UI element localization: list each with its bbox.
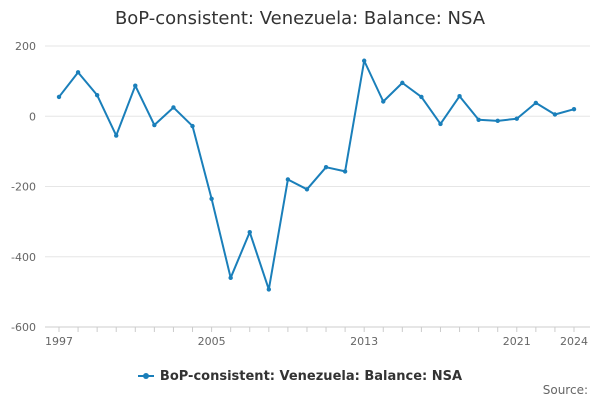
legend-label: BoP-consistent: Venezuela: Balance: NSA — [159, 368, 463, 384]
data-point[interactable] — [114, 133, 119, 138]
x-tick-label: 2005 — [198, 335, 226, 348]
data-point[interactable] — [342, 169, 348, 174]
data-point[interactable] — [533, 100, 539, 106]
grid-lines — [45, 45, 590, 328]
data-point[interactable] — [228, 275, 233, 281]
data-point[interactable] — [56, 94, 62, 100]
data-point[interactable] — [190, 123, 195, 129]
data-point[interactable] — [571, 107, 577, 112]
legend-item[interactable]: BoP-consistent: Venezuela: Balance: NSA — [137, 368, 463, 384]
data-point[interactable] — [495, 118, 500, 124]
data-point[interactable] — [171, 105, 176, 110]
data-point[interactable] — [419, 94, 424, 100]
data-point[interactable] — [323, 164, 329, 170]
y-axis-ticks: 200 0 -200 -400 -600 — [11, 40, 36, 334]
source-label: Source: — [542, 383, 588, 397]
data-point[interactable] — [133, 83, 138, 88]
data-point[interactable] — [94, 92, 100, 98]
data-point[interactable] — [438, 121, 443, 127]
y-tick-label: 0 — [29, 110, 36, 123]
x-tick-label: 2024 — [560, 335, 588, 348]
legend: BoP-consistent: Venezuela: Balance: NSA — [0, 366, 600, 384]
series-line — [58, 59, 575, 291]
y-tick-label: 200 — [15, 40, 36, 53]
data-point[interactable] — [247, 229, 252, 235]
y-tick-label: -600 — [11, 321, 36, 334]
data-point[interactable] — [457, 94, 462, 99]
data-point[interactable] — [285, 177, 291, 182]
data-point[interactable] — [304, 187, 310, 192]
data-point[interactable] — [266, 287, 272, 292]
x-tick-label: 2021 — [503, 335, 531, 348]
series-group — [56, 58, 577, 292]
x-tick-label: 2013 — [350, 335, 378, 348]
y-tick-label: -200 — [11, 181, 36, 194]
data-point[interactable] — [400, 80, 405, 86]
data-point[interactable] — [476, 117, 481, 122]
data-point[interactable] — [381, 99, 386, 104]
data-point[interactable] — [361, 58, 367, 63]
chart-title: BoP-consistent: Venezuela: Balance: NSA — [114, 8, 486, 29]
data-point[interactable] — [75, 70, 81, 75]
data-point[interactable] — [552, 112, 558, 117]
legend-line-marker — [137, 373, 154, 379]
x-axis-ticks: 1997 2005 2013 2021 2024 — [45, 327, 588, 348]
data-point[interactable] — [514, 116, 519, 121]
data-point[interactable] — [209, 196, 214, 201]
x-tick-label: 1997 — [45, 335, 73, 348]
data-point[interactable] — [152, 122, 157, 128]
y-tick-label: -400 — [11, 251, 36, 264]
